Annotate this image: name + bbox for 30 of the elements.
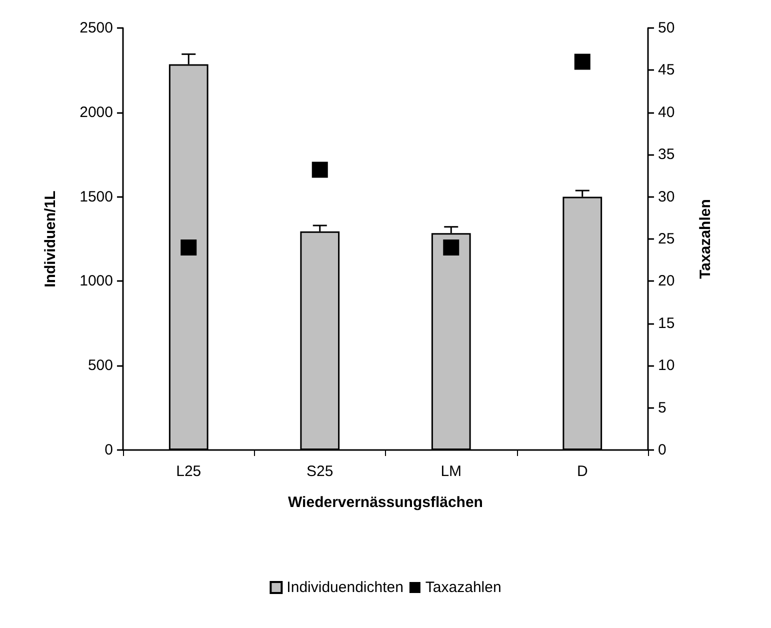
x-tick-label: LM — [440, 463, 462, 480]
y2-tick-label: 45 — [658, 62, 675, 79]
y2-tick-label: 10 — [658, 357, 675, 374]
x-tick-label: S25 — [306, 463, 334, 480]
y-tick-label: 1500 — [80, 188, 113, 206]
y-axis-title: Individuen/1L — [42, 190, 59, 288]
y2-tick-label: 50 — [658, 20, 675, 36]
x-tick-label: L25 — [176, 463, 202, 480]
y2-tick-label: 40 — [658, 104, 675, 121]
point — [312, 162, 328, 178]
y-tick-label: 2500 — [80, 20, 113, 36]
y2-tick-label: 25 — [658, 230, 675, 248]
y-tick-label: 500 — [88, 357, 113, 374]
y2-tick-label: 0 — [658, 442, 666, 458]
y2-tick-label: 20 — [658, 272, 675, 290]
legend-label: Individuendichten — [286, 579, 404, 596]
point — [180, 239, 197, 256]
x-tick-label: D — [576, 463, 588, 480]
y2-tick-label: 15 — [658, 314, 675, 332]
y2-axis-title: Taxazahlen — [697, 199, 714, 279]
y-tick-label: 0 — [104, 442, 113, 458]
y-tick-label: 1000 — [80, 272, 113, 290]
y-tick-label: 2000 — [80, 104, 113, 121]
point — [574, 54, 590, 70]
y2-tick-label: 5 — [658, 399, 666, 416]
point — [443, 239, 460, 256]
y2-tick-label: 35 — [658, 146, 675, 164]
legend-label: Taxazahlen — [425, 579, 502, 596]
y2-tick-label: 30 — [658, 188, 675, 206]
x-axis-title: Wiedervernässungsflächen — [288, 494, 483, 511]
